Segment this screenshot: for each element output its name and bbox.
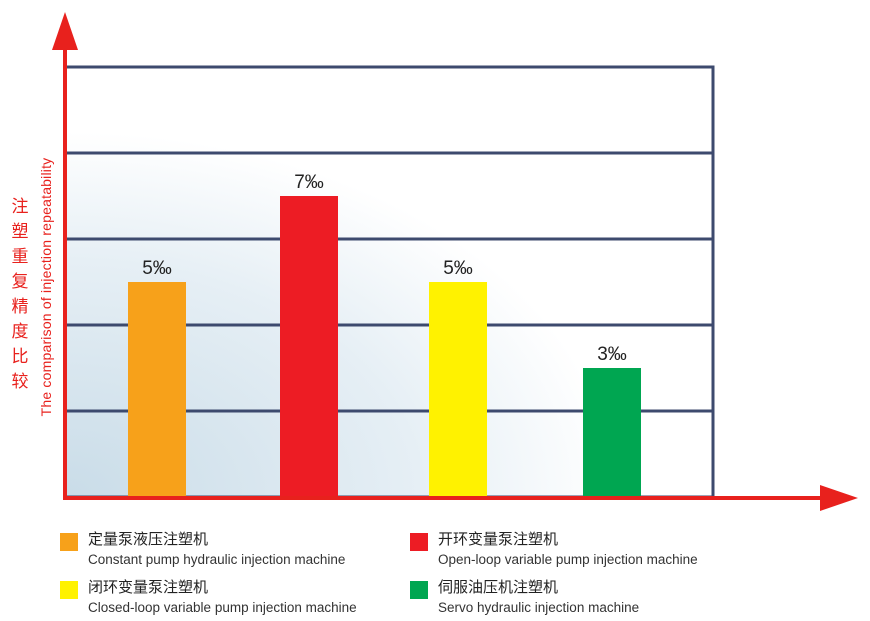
bar — [128, 282, 186, 497]
y-axis-label-char: 塑 — [11, 222, 29, 242]
x-axis-arrow — [820, 485, 858, 511]
bar-labels: 5‰ 7‰ 5‰ 3‰ — [142, 172, 627, 365]
y-axis-label-char: 度 — [11, 322, 29, 342]
bar-value-label: 7‰ — [294, 172, 324, 193]
y-axis-arrow — [52, 12, 78, 50]
y-axis-label-chinese: 注塑重复精度比较 — [9, 195, 31, 395]
y-axis-label-char: 精 — [11, 297, 29, 317]
bar — [583, 368, 641, 497]
y-axis-label-char: 复 — [11, 272, 29, 292]
y-axis-label-char: 较 — [11, 372, 29, 392]
bars — [128, 196, 641, 497]
bar-value-label: 5‰ — [443, 258, 473, 279]
y-axis-label-char: 重 — [11, 247, 29, 267]
y-axis-label-english: The comparison of injection repeatabilit… — [38, 157, 54, 417]
bar — [280, 196, 338, 497]
bar-value-label: 3‰ — [597, 344, 627, 365]
bar-value-label: 5‰ — [142, 258, 172, 279]
y-axis-label-char: 注 — [11, 197, 29, 217]
y-axis-label-char: 比 — [11, 347, 29, 367]
bar — [429, 282, 487, 497]
